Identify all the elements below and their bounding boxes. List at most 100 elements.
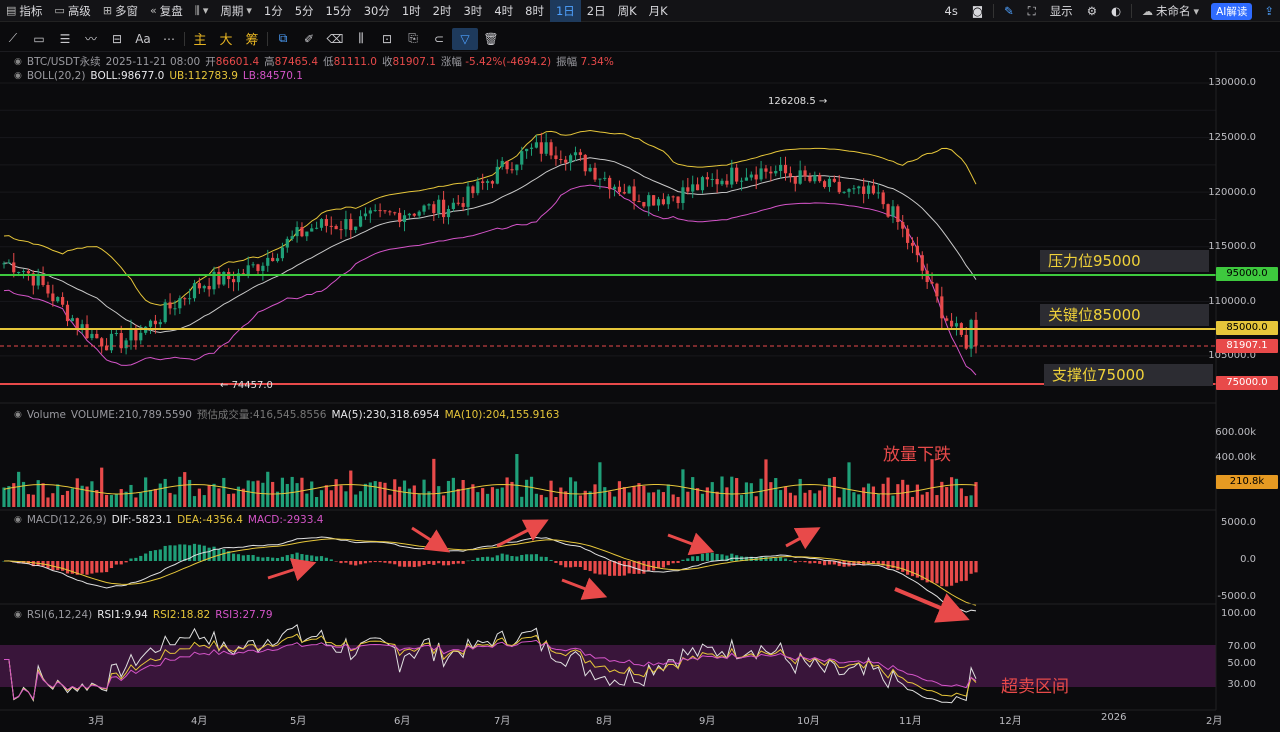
volume-bar — [959, 488, 963, 507]
replay-button[interactable]: «复盘 — [150, 3, 183, 18]
chip-tool[interactable]: 筹 — [245, 33, 259, 48]
trash-tool-icon[interactable]: 🗑 — [483, 31, 499, 46]
volume-bar — [456, 488, 460, 507]
macd-bar — [295, 552, 299, 561]
volume-bar — [842, 488, 846, 507]
period-1d[interactable]: 1日 — [549, 0, 581, 22]
macd-bar — [197, 544, 201, 561]
wave-tool-icon[interactable]: 〰 — [84, 32, 97, 46]
filter-tool-icon[interactable]: ▽ — [452, 27, 478, 50]
collapse-icon[interactable]: ◉ — [14, 409, 22, 420]
candle — [700, 177, 705, 191]
collapse-icon[interactable]: ◉ — [14, 610, 22, 620]
display-button[interactable]: 显示 — [1049, 4, 1073, 18]
candle — [329, 225, 333, 227]
macd-bar — [935, 561, 939, 584]
macd-bar — [676, 561, 680, 563]
resistance-label[interactable]: 压力位95000 — [1040, 250, 1209, 272]
period-4h[interactable]: 4时 — [494, 3, 514, 18]
candle — [129, 328, 133, 341]
volume-bar — [300, 477, 304, 507]
volume-bar — [148, 489, 153, 507]
candle — [906, 228, 910, 243]
camera-icon[interactable]: ◙ — [971, 4, 983, 18]
macd-bar — [51, 561, 55, 571]
refresh-interval[interactable]: 4s — [944, 4, 958, 18]
macd-bar — [144, 553, 148, 561]
volume-bar — [70, 488, 74, 507]
macd-bar — [700, 553, 705, 561]
volume-bar — [822, 486, 827, 507]
chart-icon: ▤ — [6, 4, 17, 17]
pencil-icon[interactable]: ✎ — [1003, 4, 1014, 18]
macd-bar — [461, 561, 465, 564]
volume-bar — [432, 458, 436, 507]
brush-tool-icon[interactable]: ✐ — [303, 31, 315, 46]
lock-tool-icon[interactable]: ⊡ — [381, 31, 393, 46]
rsi1-line — [4, 623, 977, 704]
main-force-tool[interactable]: 主 — [193, 33, 207, 48]
volume-bar — [642, 485, 646, 507]
more-tools-icon[interactable]: ⋯ — [163, 31, 175, 46]
price-tick: 120000.0 — [1208, 187, 1256, 198]
large-order-tool[interactable]: 大 — [219, 33, 233, 48]
measure-tool-icon[interactable]: ⊟ — [111, 31, 123, 46]
fibonacci-tool-icon[interactable]: ☰ — [59, 31, 71, 46]
boll-settings[interactable]: BOLL(20,2) — [26, 70, 86, 82]
fullscreen-icon[interactable]: ⛶ — [1027, 3, 1036, 18]
macd-bar — [476, 557, 480, 561]
candle-tool-icon[interactable]: ⫼ — [358, 31, 364, 45]
ai-analysis-button[interactable]: AI解读 — [1211, 2, 1253, 20]
volume-bar — [764, 459, 768, 507]
rectangle-tool-icon[interactable]: ▭ — [33, 31, 45, 46]
period-month[interactable]: 月K — [648, 3, 668, 18]
share-icon[interactable]: ⇪ — [1264, 4, 1274, 18]
macd-bar — [559, 561, 563, 566]
chart-type-button[interactable]: ⫼ ▾ — [189, 0, 215, 22]
candle — [500, 160, 504, 167]
period-15m[interactable]: 15分 — [325, 3, 352, 18]
collapse-icon[interactable]: ◉ — [14, 515, 22, 525]
collapse-icon[interactable]: ◉ — [14, 56, 22, 67]
grid — [0, 82, 1216, 357]
support-label[interactable]: 支撑位75000 — [1044, 364, 1213, 386]
macd-bar — [945, 561, 949, 587]
volume-bar — [876, 493, 880, 507]
period-button[interactable]: 周期 ▾ — [220, 3, 252, 18]
period-1m[interactable]: 1分 — [263, 3, 283, 18]
eraser-tool-icon[interactable]: ⌫ — [326, 31, 344, 46]
text-tool[interactable]: Aa — [135, 31, 151, 46]
magnet-tool-icon[interactable]: ⊂ — [433, 31, 445, 46]
volume-bar — [285, 483, 289, 507]
candle — [422, 205, 426, 212]
macd-bar — [549, 559, 553, 561]
period-3h[interactable]: 3时 — [463, 3, 483, 18]
advanced-button[interactable]: ▭ 高级 — [54, 3, 91, 18]
collapse-icon[interactable]: ◉ — [14, 71, 22, 81]
gear-icon[interactable]: ⚙ — [1086, 4, 1097, 18]
macd-bar — [241, 555, 245, 561]
account-button[interactable]: ☁ 未命名 ▾ — [1142, 4, 1200, 18]
macd-bar — [95, 561, 99, 573]
line-tool-icon[interactable]: ⟋ — [8, 31, 18, 45]
indicators-button[interactable]: ▤ 指标 — [6, 3, 43, 18]
key-level-label[interactable]: 关键位85000 — [1040, 304, 1209, 326]
volume-bar — [793, 495, 797, 507]
period-week[interactable]: 周K — [617, 3, 637, 18]
period-5m[interactable]: 5分 — [294, 3, 314, 18]
period-2h[interactable]: 2时 — [432, 3, 452, 18]
volume-bar — [319, 490, 324, 507]
multi-window-button[interactable]: ⊞ 多窗 — [102, 3, 139, 18]
period-1h[interactable]: 1时 — [401, 3, 421, 18]
copy-tool-icon[interactable]: ⎘ — [408, 31, 418, 45]
volume-bar — [339, 485, 343, 507]
theme-icon[interactable]: ◐ — [1111, 4, 1122, 18]
select-tool-icon[interactable]: ⧉ — [278, 31, 288, 45]
period-30m[interactable]: 30分 — [363, 3, 390, 18]
tag-95000: 95000.0 — [1216, 267, 1278, 281]
candle — [725, 180, 729, 185]
period-2d[interactable]: 2日 — [586, 3, 606, 18]
period-8h[interactable]: 8时 — [525, 3, 544, 18]
top-bar: ▤ 指标 ▭ 高级 ⊞ 多窗 «复盘 ⫼ ▾ 周期 ▾ 1分 5分 15分 30分 1时 … — [0, 0, 1280, 22]
